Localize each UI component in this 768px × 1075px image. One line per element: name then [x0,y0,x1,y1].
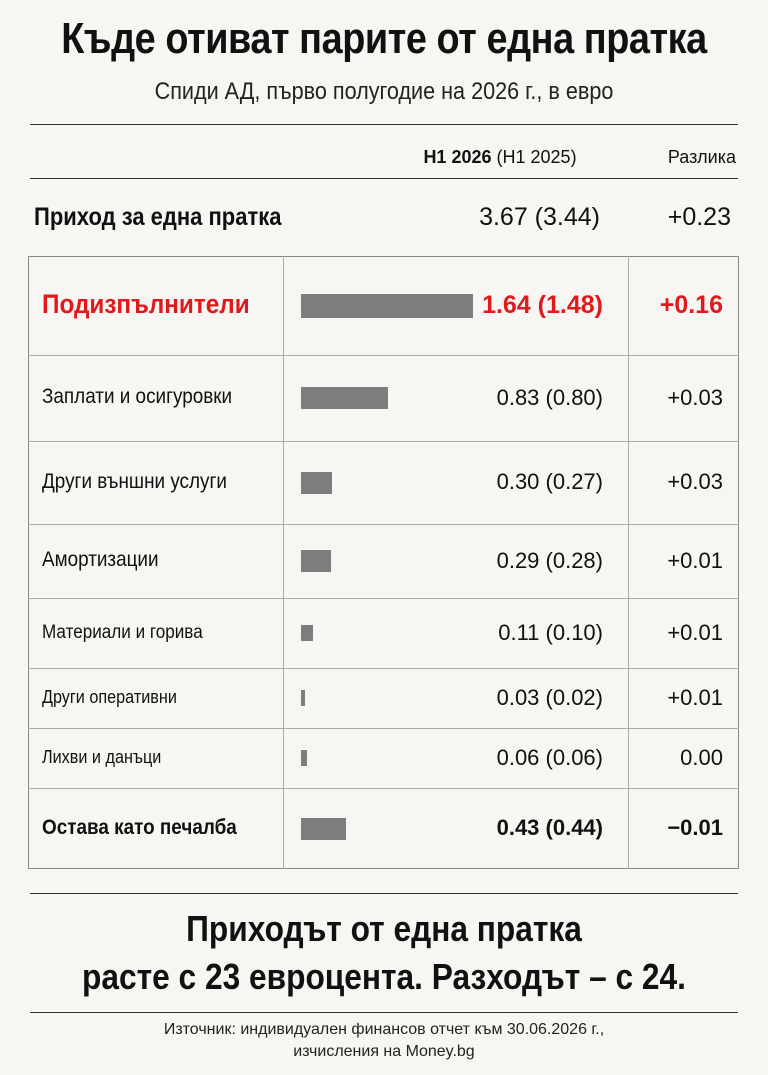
row-divider [28,668,739,669]
page-subtitle: Спиди АД, първо полугодие на 2026 г., в … [154,78,614,105]
value-bar [301,550,331,572]
column-header-values: H1 2026 (H1 2025) [380,147,620,168]
income-value: 3.67 (3.44) [479,203,600,231]
source-divider [30,1012,738,1013]
headline-line-2: расте с 23 евроцента. Разходът – с 24. [82,956,686,997]
value-label: 1.64 (1.48) [482,290,603,319]
category-label: Амортизации [42,548,159,572]
value-label: 0.29 (0.28) [496,547,603,573]
current-period-label: H1 2026 [423,147,492,167]
page-title: Къде отиват парите от една пратка [61,14,707,63]
difference-label: 0.00 [680,744,723,770]
headline-line-1: Приходът от една пратка [186,908,582,949]
table-row: Заплати и осигуровки 0.83 (0.80) +0.03 [28,355,739,441]
value-bar [301,625,313,641]
breakdown-table [28,256,739,869]
table-row: Остава като печалба 0.43 (0.44) −0.01 [28,788,739,869]
difference-label: +0.01 [667,684,723,710]
value-label: 0.03 (0.02) [496,684,603,710]
difference-label: +0.01 [667,619,723,645]
value-bar [301,817,346,840]
row-divider [28,355,739,356]
column-header-diff: Разлика [667,147,736,167]
value-label: 0.11 (0.10) [498,619,603,645]
table-row: Лихви и данъци 0.06 (0.06) 0.00 [28,728,739,788]
previous-period-label: (H1 2025) [496,147,577,167]
category-label: Материали и горива [42,621,203,643]
category-label: Други оперативни [42,687,177,708]
value-bar [301,690,305,706]
source-line-2: изчисления на Money.bg [293,1043,475,1060]
table-row: Подизпълнители 1.64 (1.48) +0.16 [28,256,739,355]
value-bar [301,387,388,409]
row-divider [28,788,739,789]
difference-label: +0.01 [667,547,723,573]
value-label: 0.06 (0.06) [496,744,603,770]
value-label: 0.43 (0.44) [496,815,603,841]
category-label: Остава като печалба [42,815,237,839]
table-row: Други оперативни 0.03 (0.02) +0.01 [28,668,739,728]
value-bar [301,471,332,494]
source-line-1: Източник: индивидуален финансов отчет къ… [163,1021,605,1038]
table-row: Други външни услуги 0.30 (0.27) +0.03 [28,441,739,524]
table-divider-right [628,256,629,869]
table-row: Амортизации 0.29 (0.28) +0.01 [28,524,739,598]
category-label: Подизпълнители [42,289,250,320]
category-label: Заплати и осигуровки [42,385,233,409]
difference-label: +0.03 [667,384,723,410]
row-divider [28,524,739,525]
top-divider [30,124,738,125]
value-bar [301,293,473,318]
row-divider [28,598,739,599]
difference-label: −0.01 [667,815,723,841]
difference-label: +0.16 [659,290,723,319]
difference-label: +0.03 [667,469,723,495]
value-label: 0.30 (0.27) [496,469,603,495]
table-row: Материали и горива 0.11 (0.10) +0.01 [28,598,739,668]
category-label: Други външни услуги [42,469,227,493]
table-divider-left [283,256,284,869]
bottom-divider [30,893,738,894]
income-label: Приход за една пратка [34,203,282,231]
header-divider [30,178,738,179]
category-label: Лихви и данъци [42,747,162,768]
income-diff: +0.23 [667,203,731,231]
row-divider [28,441,739,442]
value-bar [301,750,307,766]
value-label: 0.83 (0.80) [496,384,603,410]
row-divider [28,728,739,729]
